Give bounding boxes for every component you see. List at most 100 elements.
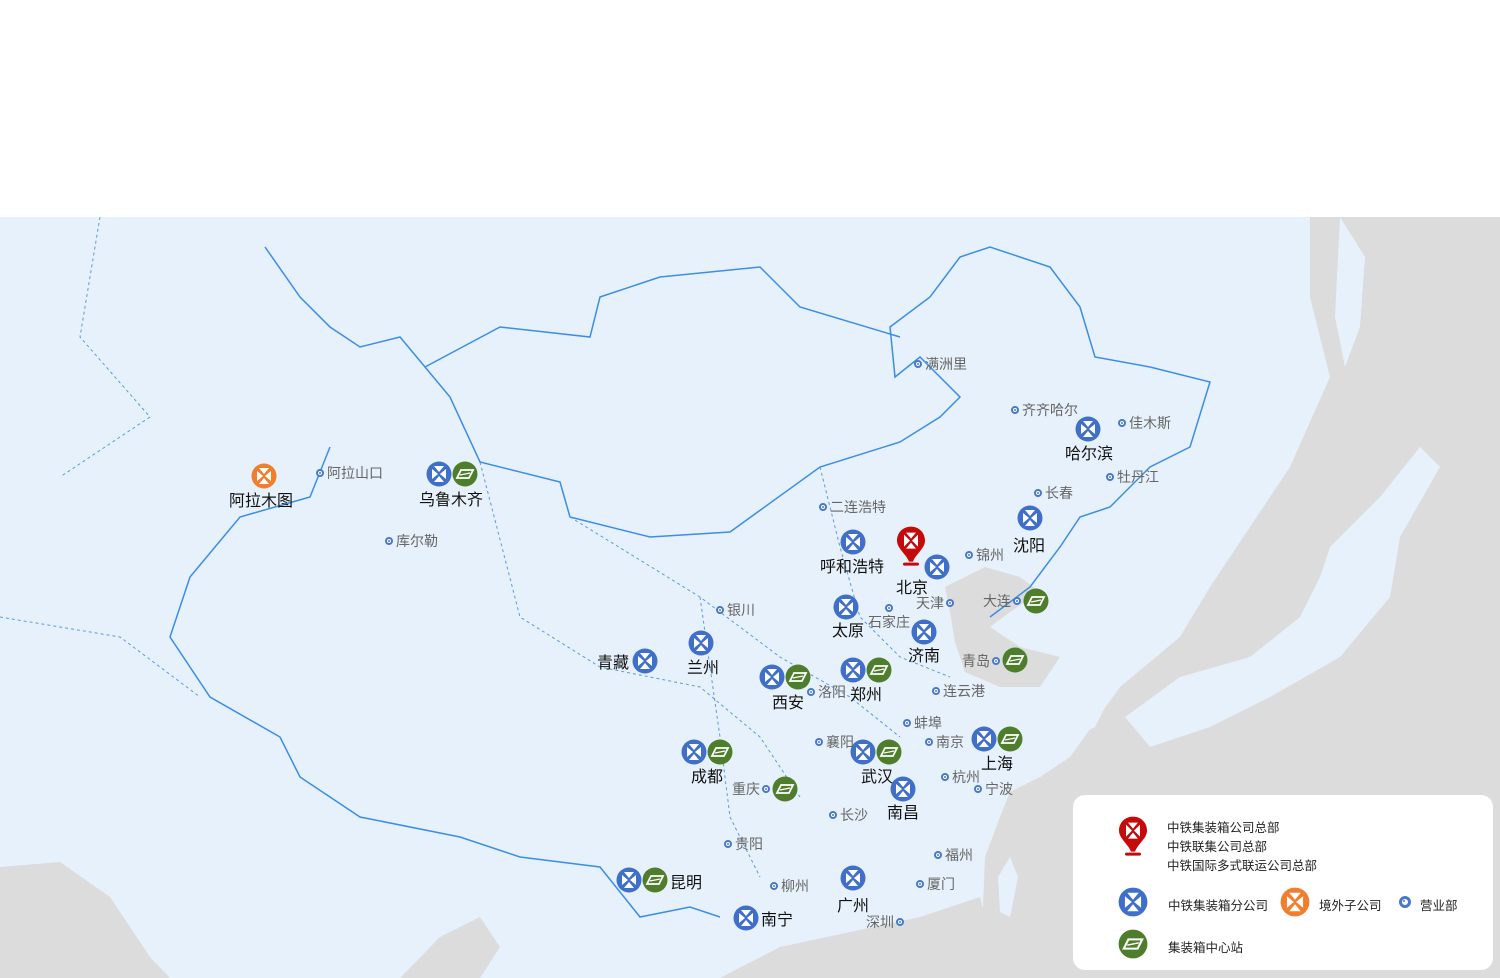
container-center-icon[interactable] [772,776,798,802]
office-label: 贵阳 [735,837,763,853]
office-label: 蚌埠 [914,716,942,732]
sales-office-icon[interactable] [829,811,837,819]
sales-office-icon[interactable] [1106,473,1114,481]
city-label: 北京 [895,578,929,597]
container-center-icon[interactable] [642,867,668,893]
china-border [264,246,1211,618]
branch-icon[interactable] [833,594,859,620]
sales-office-icon[interactable] [1118,419,1126,427]
container-center-icon[interactable] [876,739,902,765]
legend-overseas-label: 境外子公司 [1319,898,1382,913]
container-center-icon[interactable] [997,726,1023,752]
container-center-icon [1118,929,1148,959]
city-label: 昆明 [670,873,703,892]
sales-office-icon[interactable] [819,503,827,511]
sales-office-icon[interactable] [770,882,778,890]
container-center-icon[interactable] [785,664,811,690]
office-icon [1399,896,1411,908]
hq-pin-icon[interactable] [896,526,926,568]
sales-office-icon[interactable] [916,880,924,888]
office-label: 阿拉山口 [327,466,383,482]
sales-office-icon[interactable] [965,551,973,559]
sales-office-icon[interactable] [316,469,324,477]
sales-office-icon[interactable] [925,738,933,746]
city-label: 阿拉木图 [228,491,294,510]
branch-icon[interactable] [759,664,785,690]
branch-icon[interactable] [1075,416,1101,442]
city-label: 青藏 [596,653,629,672]
branch-icon[interactable] [850,739,876,765]
legend-center-label: 集装箱中心站 [1168,940,1244,955]
sales-office-icon[interactable] [992,657,1000,665]
sales-office-icon[interactable] [807,688,815,696]
sales-office-icon[interactable] [385,537,393,545]
overseas-subsidiary-icon[interactable] [251,463,277,489]
sakhalin [1335,217,1365,367]
office-label: 大连 [983,594,1011,610]
branch-icon[interactable] [616,867,642,893]
sales-office-icon[interactable] [885,604,893,612]
city-label: 哈尔滨 [1064,444,1114,463]
legend-hq-line: 中铁集装箱公司总部 [1167,820,1280,835]
city-label: 济南 [907,646,941,665]
branch-icon[interactable] [681,739,707,765]
office-label: 连云港 [943,684,985,700]
sales-office-icon[interactable] [724,840,732,848]
sales-office-icon[interactable] [815,738,823,746]
branch-icon[interactable] [632,648,658,674]
office-label: 二连浩特 [830,500,886,516]
south-china-sea [720,897,1000,978]
province-borders [0,217,951,878]
sales-office-icon[interactable] [903,719,911,727]
sales-office-icon[interactable] [946,599,954,607]
legend-office-label: 营业部 [1420,898,1458,913]
sales-office-icon[interactable] [896,918,904,926]
office-label: 洛阳 [818,685,846,701]
branch-icon[interactable] [924,554,950,580]
sales-office-icon[interactable] [762,785,770,793]
branch-icon[interactable] [890,776,916,802]
container-center-icon[interactable] [1002,647,1028,673]
city-label: 上海 [980,754,1014,773]
sales-office-icon[interactable] [716,606,724,614]
branch-icon[interactable] [840,529,866,555]
office-label: 银川 [727,603,755,619]
office-label: 福州 [945,848,973,864]
office-label: 杭州 [952,770,980,786]
container-center-icon[interactable] [1023,588,1049,614]
city-label: 西安 [771,693,805,712]
branch-icon[interactable] [911,619,937,645]
sales-office-icon[interactable] [974,785,982,793]
china-border-west [169,446,721,918]
office-label: 锦州 [976,548,1004,564]
container-center-icon[interactable] [866,657,892,683]
branch-icon[interactable] [733,905,759,931]
china-railway-container-network-map[interactable]: 阿拉木图 乌鲁木齐 哈尔滨 沈阳 呼和浩特 北京 太原 济南 青藏 兰州 西安 郑州 成都 武汉 上海 南昌昆… [0,217,1500,978]
sales-office-icon[interactable] [1011,406,1019,414]
office-label: 石家庄 [868,615,910,631]
branch-icon[interactable] [971,726,997,752]
branch-icon[interactable] [840,657,866,683]
sales-office-icon[interactable] [941,773,949,781]
branch-icon[interactable] [1017,505,1043,531]
legend-branch-label: 中铁集装箱分公司 [1168,898,1269,913]
branch-icon[interactable] [840,865,866,891]
hq-pin-icon [1118,816,1148,858]
sales-office-icon[interactable] [932,687,940,695]
office-label: 长沙 [840,808,868,824]
branch-icon[interactable] [688,630,714,656]
office-label: 南京 [936,735,964,751]
branch-icon[interactable] [426,461,452,487]
container-center-icon[interactable] [452,461,478,487]
branch-icon [1118,887,1148,917]
bay-of-bengal [0,862,170,978]
container-center-icon[interactable] [707,739,733,765]
sales-office-icon[interactable] [914,360,922,368]
sales-office-icon[interactable] [934,851,942,859]
map-geography [0,217,1500,978]
city-label: 武汉 [860,767,894,786]
city-label: 沈阳 [1012,536,1046,555]
office-label: 襄阳 [826,735,854,751]
sales-office-icon[interactable] [1034,489,1042,497]
sales-office-icon[interactable] [1013,597,1021,605]
